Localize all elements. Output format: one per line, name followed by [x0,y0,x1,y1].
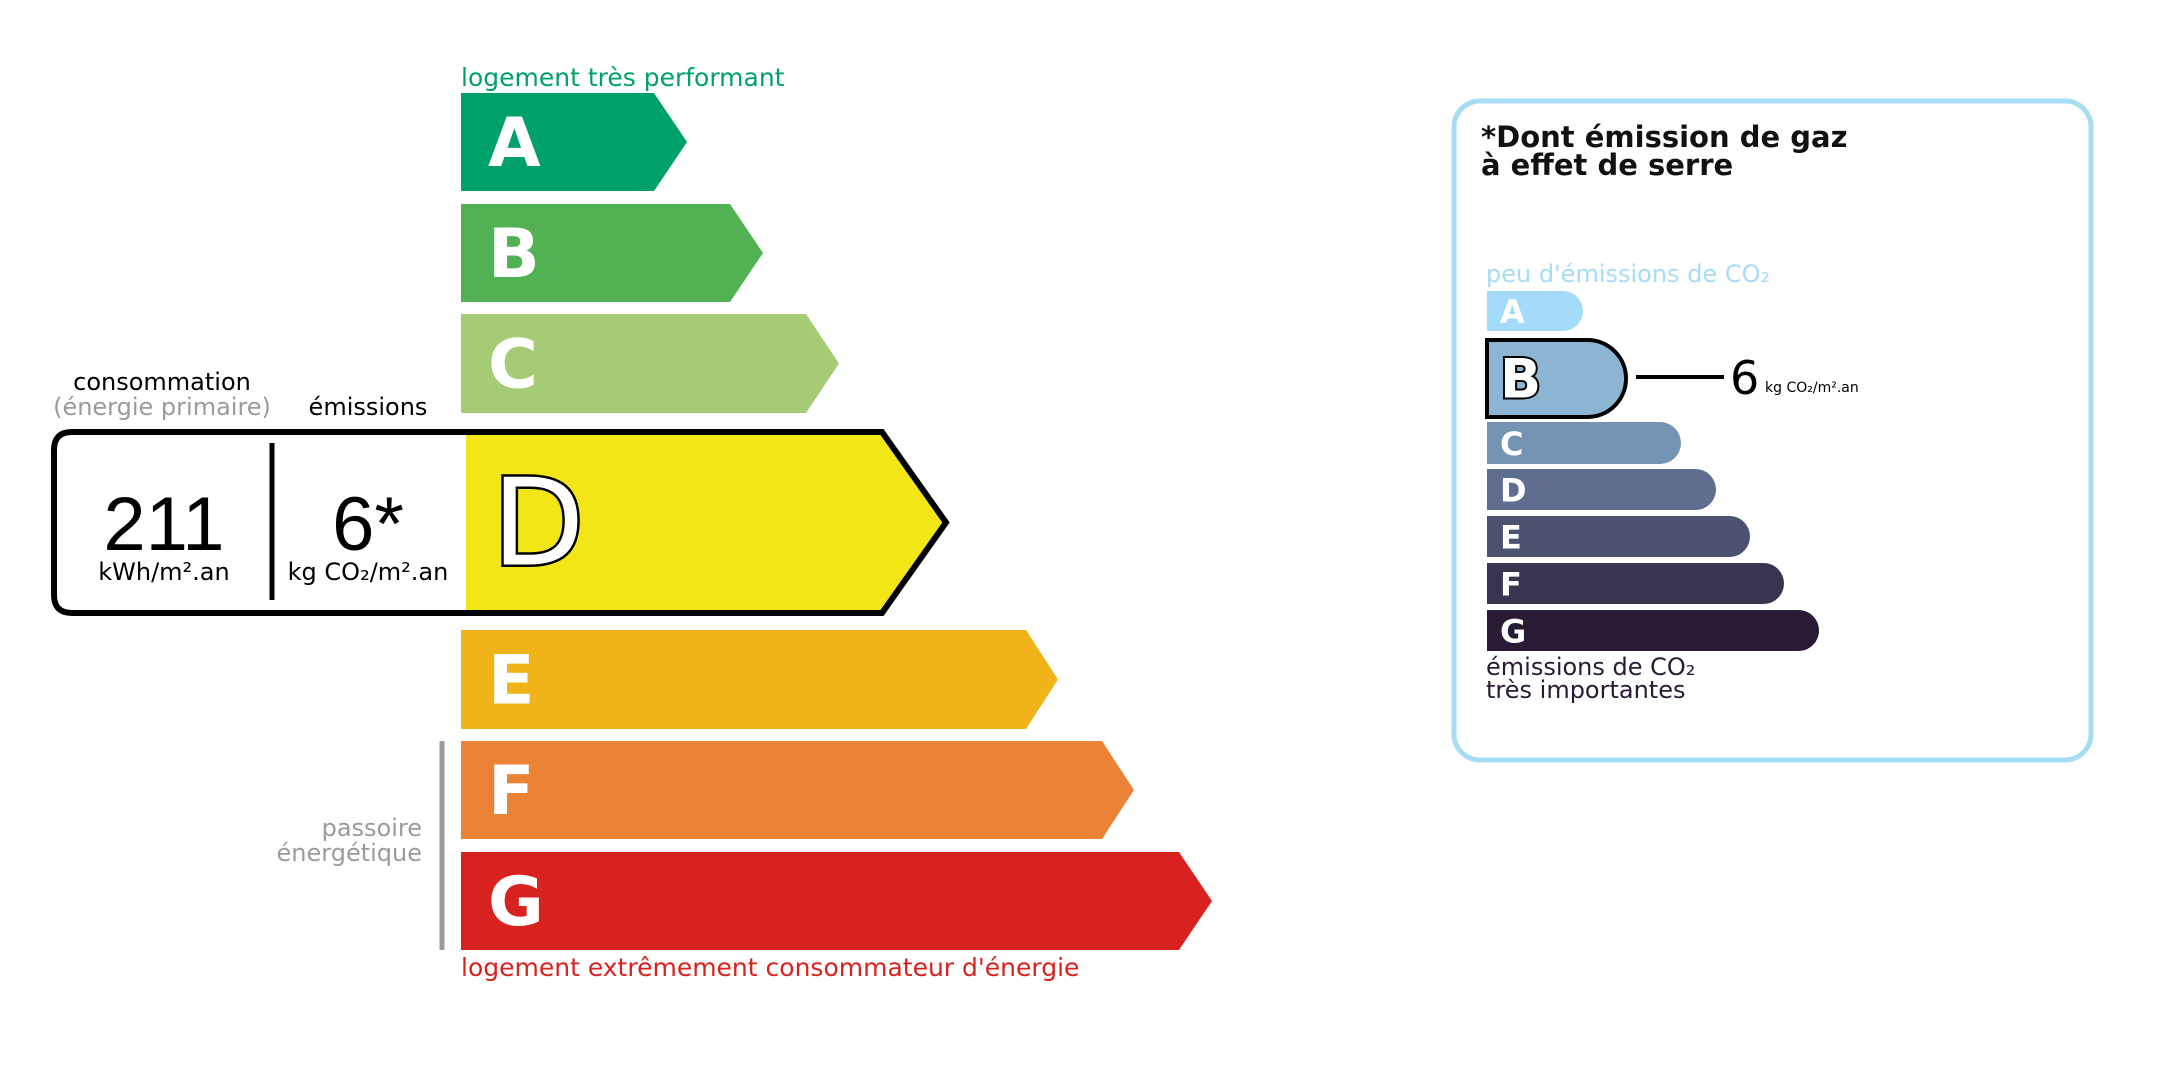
emissions-label: émissions [309,393,428,421]
consumption-sub-label: (énergie primaire) [53,393,271,421]
ges-class-letter: B [1500,348,1541,411]
ges-class-letter: G [1500,613,1526,651]
ges-class-bar-d [1487,469,1716,510]
ges-title-line-2: à effet de serre [1481,148,1733,182]
emissions-unit: kg CO₂/m².an [288,558,449,586]
ges-class-letter: E [1500,519,1522,557]
energy-class-bar-e [461,630,1058,729]
consumption-value: 211 [103,482,224,567]
energy-class-letter: A [488,104,541,183]
passoire-label-1: passoire [322,814,422,842]
ges-top-label: peu d'émissions de CO₂ [1486,260,1770,288]
ges-value: 6 [1730,351,1759,405]
ges-unit: kg CO₂/m².an [1765,380,1859,396]
ges-title-line-1: *Dont émission de gaz [1481,120,1847,154]
energy-class-letter: B [488,215,540,294]
energy-class-letter: C [488,326,538,405]
ges-class-bar-g [1487,610,1819,651]
consumption-unit: kWh/m².an [98,558,229,586]
energy-class-bar-f [461,741,1134,839]
energy-class-letter: E [488,642,534,721]
ges-class-letter: C [1500,425,1523,463]
energy-top-label: logement très performant [461,63,785,92]
ges-class-letter: F [1500,566,1522,604]
energy-class-bar-a [461,93,687,191]
ges-bottom-line-2: très importantes [1486,676,1686,704]
ges-class-bar-a [1487,291,1583,331]
energy-class-letter: G [488,863,544,942]
ges-class-bar-c [1487,422,1681,464]
energy-class-letter: D [492,455,584,594]
current-value-box [51,429,466,616]
energy-bottom-label: logement extrêmement consommateur d'éner… [461,953,1079,982]
ges-class-bar-f [1487,563,1784,604]
ges-class-letter: A [1500,293,1525,331]
energy-class-bar-b [461,204,763,302]
consumption-label: consommation [73,368,251,396]
passoire-label-2: énergétique [277,839,422,867]
ges-bottom-line-1: émissions de CO₂ [1486,653,1695,681]
ges-class-bar-b [1485,338,1628,419]
ges-class-letter: D [1500,472,1527,510]
ges-class-bar-e [1487,516,1750,557]
emissions-value: 6* [332,482,404,567]
energy-class-bar-g [461,852,1212,950]
energy-class-bar-c [461,314,839,413]
energy-class-letter: F [488,752,534,831]
